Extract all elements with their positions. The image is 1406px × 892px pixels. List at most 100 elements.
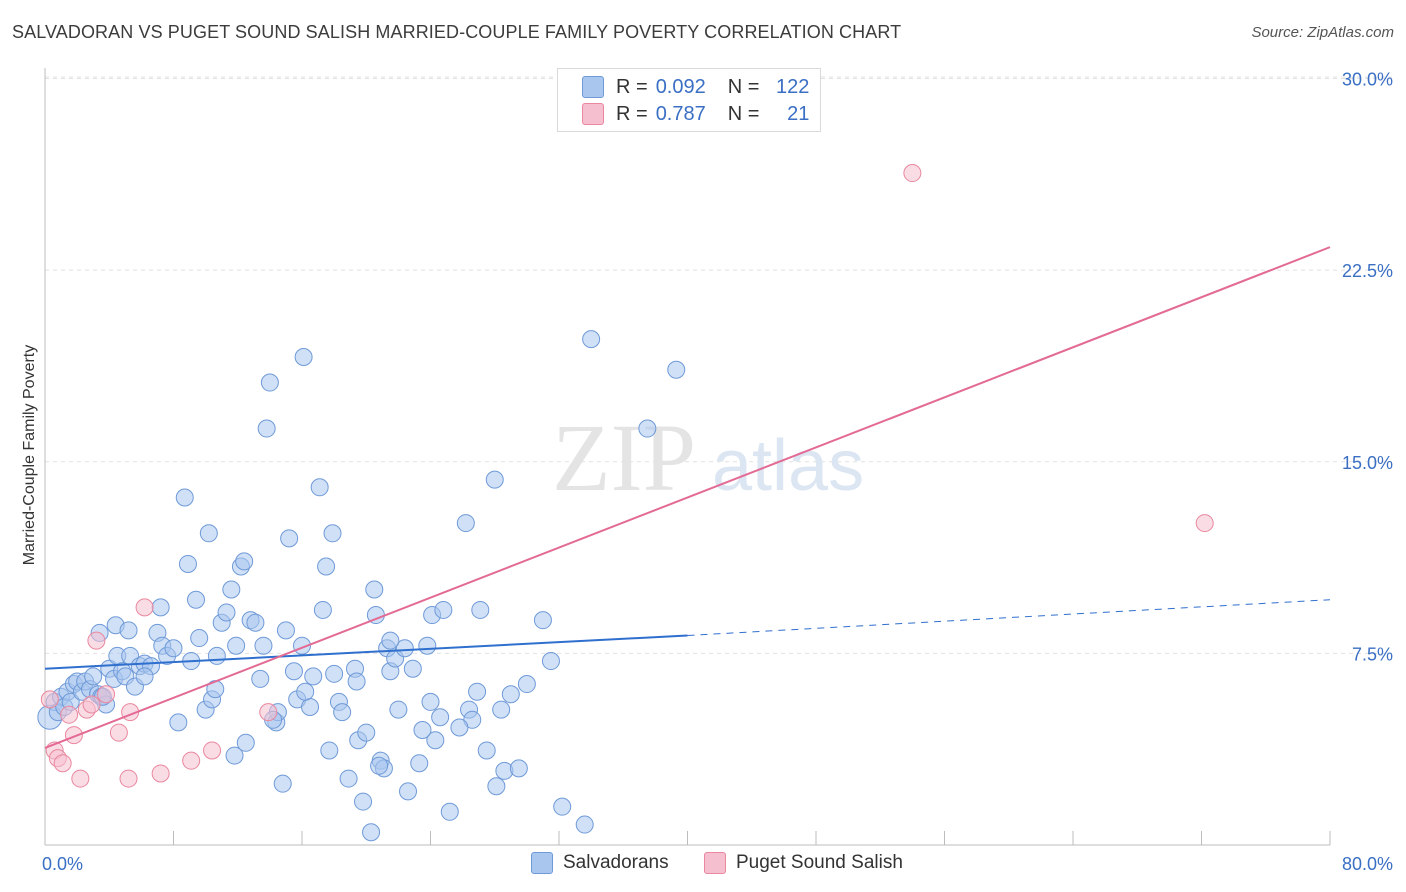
salvadorans-point xyxy=(426,731,445,750)
y-tick-label: 15.0% xyxy=(1342,453,1393,473)
x-tick-label: 0.0% xyxy=(42,854,83,874)
n-label: N = xyxy=(727,75,760,98)
salvadorans-point xyxy=(178,554,197,573)
salvadorans-point xyxy=(257,419,276,438)
trend-lines xyxy=(44,246,1331,749)
salvadorans-point xyxy=(365,580,384,599)
puget-sound-salish-legend-label: Puget Sound Salish xyxy=(736,852,903,873)
source-credit: Source: ZipAtlas.com xyxy=(1251,24,1394,41)
legend-row-salvadorans: R = 0.092 N = 122 xyxy=(582,75,809,99)
salvadorans-point xyxy=(294,347,313,366)
y-tick-label: 7.5% xyxy=(1352,644,1393,664)
salvadorans-point xyxy=(381,631,400,650)
salvadorans-point xyxy=(471,600,490,619)
salvadorans-point xyxy=(487,777,506,796)
puget-sound-salish-point xyxy=(109,723,128,742)
puget-sound-salish-point xyxy=(82,695,101,714)
salvadorans-point xyxy=(317,557,336,576)
salvadorans-point xyxy=(207,646,226,665)
salvadorans-point xyxy=(151,598,170,617)
puget-sound-salish-point xyxy=(97,685,116,704)
salvadorans-point xyxy=(395,639,414,658)
salvadorans-point xyxy=(217,603,236,622)
salvadorans-point xyxy=(325,664,344,683)
salvadorans-point xyxy=(246,613,265,632)
salvadorans-point xyxy=(434,600,453,619)
puget-sound-salish-point xyxy=(182,751,201,770)
puget-sound-salish-point xyxy=(64,726,83,745)
puget-sound-salish-point xyxy=(87,631,106,650)
salvadorans-point xyxy=(399,782,418,801)
salvadorans-point xyxy=(225,746,244,765)
legend-item-puget-sound-salish[interactable]: Puget Sound Salish xyxy=(704,852,903,874)
salvadorans-point xyxy=(509,759,528,778)
salvadorans-point xyxy=(333,703,352,722)
stats-legend: R = 0.092 N = 122 R = 0.787 N = 21 xyxy=(557,68,821,132)
puget-sound-salish-legend-swatch xyxy=(704,852,726,874)
salvadorans-point xyxy=(638,419,657,438)
n-value: 21 xyxy=(787,102,810,125)
salvadorans-point xyxy=(418,636,437,655)
puget-sound-salish-point xyxy=(151,764,170,783)
salvadorans-point xyxy=(280,529,299,548)
r-value: 0.787 xyxy=(655,102,706,125)
salvadorans-point xyxy=(339,769,358,788)
salvadorans-point xyxy=(251,669,270,688)
salvadorans-point xyxy=(582,330,601,349)
salvadorans-legend-swatch xyxy=(531,852,553,874)
salvadorans-point xyxy=(186,590,205,609)
salvadorans-point xyxy=(273,774,292,793)
salvadorans-point xyxy=(284,662,303,681)
puget-sound-salish-swatch xyxy=(582,103,604,125)
puget-sound-salish-point xyxy=(71,769,90,788)
salvadorans-point xyxy=(190,629,209,648)
r-value: 0.092 xyxy=(655,75,706,98)
salvadorans-point xyxy=(501,685,520,704)
legend-item-salvadorans[interactable]: Salvadorans xyxy=(531,852,669,874)
salvadorans-point xyxy=(440,802,459,821)
salvadorans-point xyxy=(667,360,686,379)
salvadorans-point xyxy=(575,815,594,834)
puget-sound-salish-points xyxy=(40,164,1214,788)
salvadorans-point xyxy=(450,718,469,737)
puget-sound-salish-point xyxy=(119,769,138,788)
salvadorans-point xyxy=(169,713,188,732)
tick-labels: 7.5% 15.0% 22.5% 30.0% 0.0% 80.0% xyxy=(42,70,1393,875)
salvadorans-point xyxy=(175,488,194,507)
salvadorans-trend-line xyxy=(44,634,688,670)
salvadorans-point xyxy=(84,667,103,686)
salvadorans-point xyxy=(313,600,332,619)
salvadorans-points xyxy=(37,330,686,842)
salvadorans-point xyxy=(320,741,339,760)
puget-sound-salish-point xyxy=(1195,514,1214,533)
salvadorans-point xyxy=(276,621,295,640)
n-label: N = xyxy=(727,102,760,125)
r-label: R = xyxy=(616,75,648,98)
salvadorans-point xyxy=(362,823,381,842)
puget-sound-salish-point xyxy=(53,754,72,773)
r-label: R = xyxy=(616,102,648,125)
salvadorans-point xyxy=(354,792,373,811)
puget-sound-salish-point xyxy=(135,598,154,617)
salvadorans-point xyxy=(413,721,432,740)
salvadorans-point xyxy=(533,611,552,630)
salvadorans-point xyxy=(389,700,408,719)
salvadorans-point xyxy=(456,514,475,533)
n-value: 122 xyxy=(776,75,810,98)
salvadorans-point xyxy=(301,698,320,717)
legend-row-puget-sound-salish: R = 0.787 N = 21 xyxy=(582,102,809,126)
salvadorans-point xyxy=(254,636,273,655)
salvadorans-point xyxy=(199,524,218,543)
salvadorans-point xyxy=(517,675,536,694)
salvadorans-legend-label: Salvadorans xyxy=(563,852,669,873)
salvadorans-point xyxy=(410,754,429,773)
salvadorans-point xyxy=(370,756,389,775)
puget-sound-salish-point xyxy=(40,690,59,709)
salvadorans-point xyxy=(492,700,511,719)
salvadorans-point xyxy=(477,741,496,760)
salvadorans-point xyxy=(260,373,279,392)
salvadorans-point xyxy=(421,692,440,711)
puget-sound-salish-point xyxy=(903,164,922,183)
x-tick-label: 80.0% xyxy=(1342,854,1393,874)
